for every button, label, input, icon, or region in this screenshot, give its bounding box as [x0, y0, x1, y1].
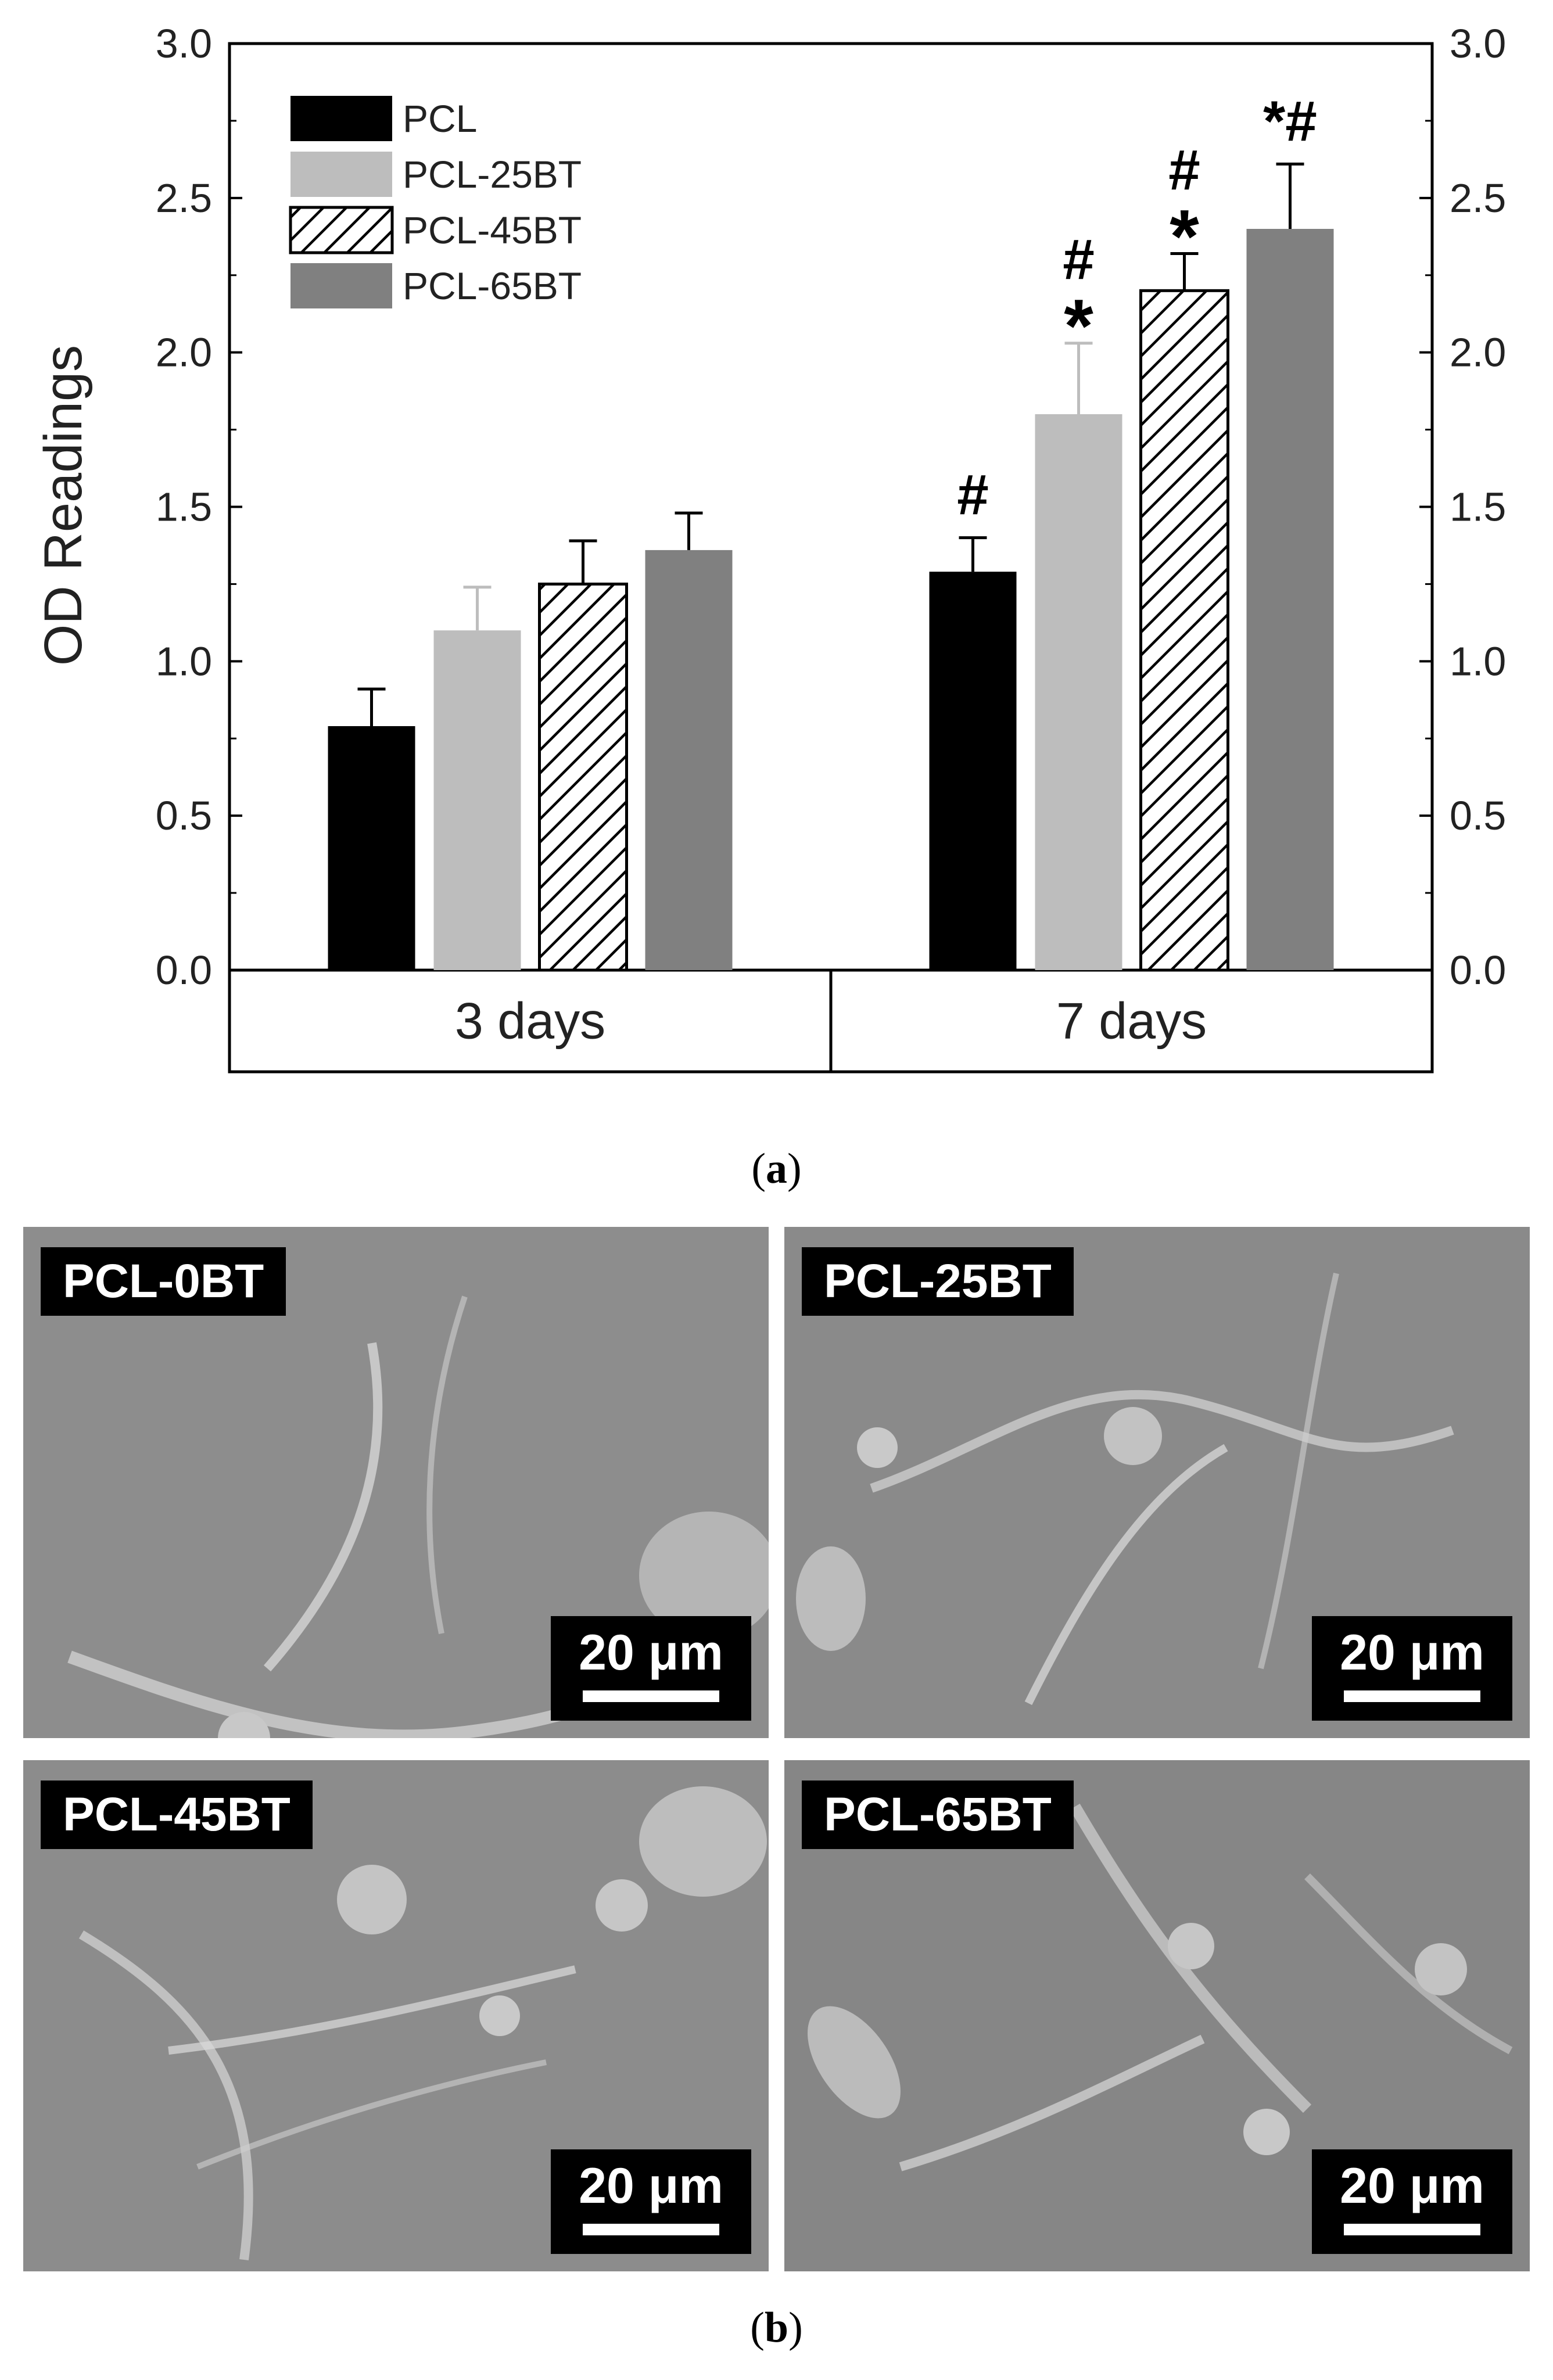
sem-image-pcl-65bt: PCL-65BT 20 μm	[784, 1760, 1530, 2271]
legend-swatch	[290, 152, 392, 197]
caption-letter-a: a	[766, 1145, 787, 1193]
significance-marker: #	[1168, 138, 1200, 202]
legend-swatch	[290, 263, 392, 308]
sem-label: PCL-0BT	[41, 1247, 286, 1316]
legend-swatch	[289, 206, 394, 254]
x-category-label: 7 days	[1056, 992, 1207, 1050]
scale-bar-line	[583, 1690, 719, 1702]
scale-bar-line	[1344, 2224, 1480, 2235]
y-axis-label: OD Readings	[34, 345, 93, 666]
scale-bar-text: 20 μm	[579, 1625, 723, 1681]
scale-bar: 20 μm	[1312, 1616, 1512, 1721]
y-tick-label-left: 1.5	[156, 484, 212, 530]
caption-a: (a)	[751, 1145, 802, 1193]
significance-marker: *	[1170, 194, 1199, 279]
significance-marker: *	[1064, 283, 1093, 368]
sem-label: PCL-25BT	[802, 1247, 1074, 1316]
y-tick-label-right: 2.5	[1450, 175, 1506, 221]
sem-label: PCL-45BT	[41, 1780, 313, 1849]
y-tick-label-left: 3.0	[156, 21, 212, 66]
y-tick-label-left: 2.5	[156, 175, 212, 221]
legend-label: PCL-65BT	[403, 264, 582, 307]
y-tick-label-left: 1.0	[156, 638, 212, 684]
sem-image-pcl-25bt: PCL-25BT 20 μm	[784, 1227, 1530, 1738]
bar	[1139, 289, 1229, 972]
bar	[1035, 414, 1122, 970]
legend-label: PCL-25BT	[403, 153, 582, 196]
x-category-label: 3 days	[455, 992, 605, 1050]
y-tick-label-right: 1.0	[1450, 638, 1506, 684]
od-bar-chart: 0.0 0.0 0.5 0.5 1.0 1.0 1.5 1.5 2.0 2.0 2.5 2.5 3.0 3…	[34, 21, 1506, 1074]
sem-image-pcl-45bt: PCL-45BT 20 μm	[23, 1760, 769, 2271]
y-tick-label-right: 1.5	[1450, 484, 1506, 530]
bar	[645, 550, 733, 970]
y-tick-label-right: 0.0	[1450, 947, 1506, 993]
scale-bar-line	[1344, 1690, 1480, 1702]
sem-image-pcl-0bt: PCL-0BT 20 μm	[23, 1227, 769, 1738]
scale-bar-line	[583, 2224, 719, 2235]
scale-bar: 20 μm	[551, 1616, 751, 1721]
legend-label: PCL-45BT	[403, 209, 582, 252]
bar	[929, 572, 1017, 970]
bar	[328, 726, 415, 970]
significance-marker: #	[957, 463, 989, 527]
legend-label: PCL	[403, 97, 477, 140]
legend-swatch	[290, 96, 392, 141]
y-tick-label-left: 2.0	[156, 330, 212, 375]
y-tick-label-left: 0.0	[156, 947, 212, 993]
scale-bar-text: 20 μm	[579, 2158, 723, 2214]
sem-label: PCL-65BT	[802, 1780, 1074, 1849]
scale-bar: 20 μm	[551, 2149, 751, 2254]
significance-marker: #	[1063, 228, 1095, 292]
scale-bar-text: 20 μm	[1340, 2158, 1484, 2214]
bar	[1246, 229, 1334, 970]
caption-letter-b: b	[764, 2304, 789, 2352]
caption-b: (b)	[750, 2304, 803, 2352]
scale-bar-text: 20 μm	[1340, 1625, 1484, 1681]
y-tick-label-right: 2.0	[1450, 330, 1506, 375]
y-tick-label-right: 3.0	[1450, 21, 1506, 66]
significance-marker: *#	[1263, 89, 1317, 153]
bar	[433, 630, 521, 970]
scale-bar: 20 μm	[1312, 2149, 1512, 2254]
bar	[538, 582, 628, 972]
y-tick-label-left: 0.5	[156, 793, 212, 838]
y-tick-label-right: 0.5	[1450, 793, 1506, 838]
